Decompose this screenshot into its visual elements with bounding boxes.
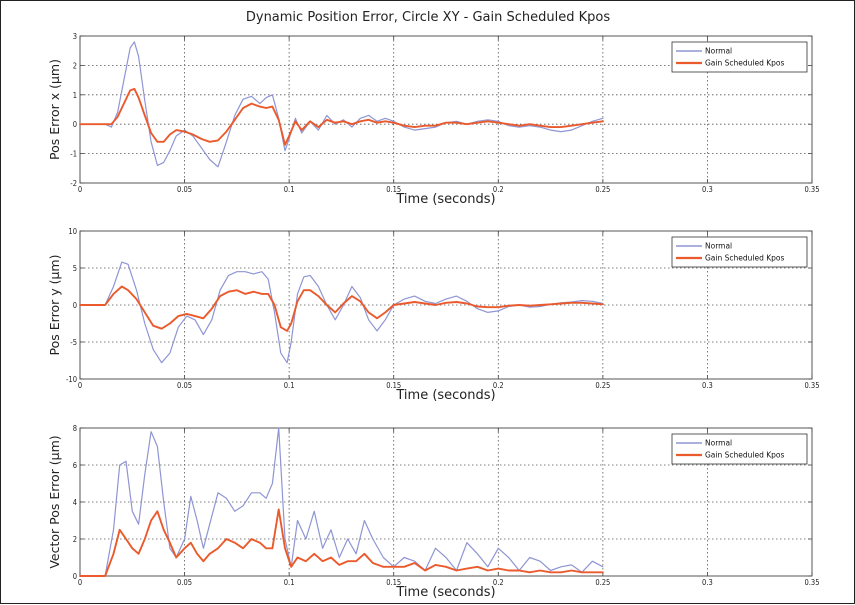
x-tick-label: 0.3 bbox=[702, 578, 713, 587]
y-tick-label: 8 bbox=[73, 424, 77, 433]
series-line-normal bbox=[79, 427, 604, 577]
legend-label: Gain Scheduled Kpos bbox=[705, 451, 785, 460]
x-tick-label: 0.35 bbox=[804, 578, 819, 587]
chart-title: Dynamic Position Error, Circle XY - Gain… bbox=[246, 10, 610, 25]
x-axis-label: Time (seconds) bbox=[395, 585, 495, 600]
x-tick-label: 0 bbox=[78, 578, 82, 587]
y-tick-label: 0 bbox=[73, 120, 77, 129]
y-tick-label: 0 bbox=[73, 572, 77, 581]
x-tick-label: 0.05 bbox=[177, 381, 192, 390]
y-tick-label: -5 bbox=[70, 338, 77, 347]
x-tick-label: 0.35 bbox=[804, 185, 819, 194]
y-tick-label: 1 bbox=[73, 91, 77, 100]
x-axis-label: Time (seconds) bbox=[395, 388, 495, 403]
x-tick-label: 0.05 bbox=[177, 185, 192, 194]
subplot-1: 0 0.05 0.1 0.15 0.2 0.25 0.3 0.35 -2 -1 0 1 2 3 Time (… bbox=[47, 32, 820, 207]
x-tick-label: 0 bbox=[78, 185, 82, 194]
series-line-normal bbox=[79, 41, 604, 168]
x-tick-label: 0.2 bbox=[493, 185, 504, 194]
y-axis-label: Pos Error x (µm) bbox=[47, 59, 62, 160]
y-tick-label: -2 bbox=[70, 179, 77, 188]
series-line-normal bbox=[79, 261, 604, 364]
y-tick-label: 2 bbox=[73, 61, 77, 70]
x-tick-label: 0.25 bbox=[595, 381, 610, 390]
x-tick-label: 0.3 bbox=[702, 185, 713, 194]
x-axis-label: Time (seconds) bbox=[395, 192, 495, 207]
y-tick-label: -10 bbox=[66, 375, 77, 384]
legend-box bbox=[671, 41, 808, 73]
legend-label: Normal bbox=[705, 242, 732, 251]
x-tick-label: 0.25 bbox=[595, 578, 610, 587]
y-tick-label: 4 bbox=[73, 498, 77, 507]
y-tick-label: 2 bbox=[73, 535, 77, 544]
y-tick-label: 0 bbox=[73, 301, 77, 310]
legend-label: Normal bbox=[705, 439, 732, 448]
x-tick-label: 0.1 bbox=[284, 578, 295, 587]
legend-box bbox=[671, 236, 808, 268]
y-tick-label: 5 bbox=[73, 264, 77, 273]
legend-label: Normal bbox=[705, 47, 732, 56]
x-tick-label: 0.35 bbox=[804, 381, 819, 390]
x-tick-label: 0.15 bbox=[386, 578, 401, 587]
x-tick-label: 0.15 bbox=[386, 381, 401, 390]
y-tick-label: 10 bbox=[68, 227, 77, 236]
legend-label: Gain Scheduled Kpos bbox=[705, 254, 785, 263]
x-tick-label: 0.1 bbox=[284, 185, 295, 194]
x-tick-label: 0.25 bbox=[595, 185, 610, 194]
subplot-2: 0 0.05 0.1 0.15 0.2 0.25 0.3 0.35 -10 -5 0 5 10 Time … bbox=[47, 227, 820, 403]
x-tick-label: 0.2 bbox=[493, 381, 504, 390]
legend-label: Gain Scheduled Kpos bbox=[705, 59, 785, 68]
x-tick-label: 0.1 bbox=[284, 381, 295, 390]
x-tick-label: 0.2 bbox=[493, 578, 504, 587]
legend-box bbox=[671, 433, 808, 465]
x-tick-label: 0.3 bbox=[702, 381, 713, 390]
subplot-3: 0 0.05 0.1 0.15 0.2 0.25 0.3 0.35 0 2 4 6 8 Time (sec… bbox=[47, 424, 820, 600]
y-axis-label: Pos Error y (µm) bbox=[47, 255, 62, 356]
y-tick-label: -1 bbox=[70, 150, 77, 159]
x-tick-label: 0 bbox=[78, 381, 82, 390]
x-tick-label: 0.05 bbox=[177, 578, 192, 587]
y-axis-label: Vector Pos Error (µm) bbox=[47, 435, 62, 568]
x-tick-label: 0.15 bbox=[386, 185, 401, 194]
series-line-gain-scheduled bbox=[79, 87, 604, 146]
y-tick-label: 3 bbox=[73, 32, 77, 41]
series-line-gain-scheduled bbox=[79, 285, 604, 332]
y-tick-label: 6 bbox=[73, 461, 77, 470]
series-line-gain-scheduled bbox=[79, 508, 604, 577]
